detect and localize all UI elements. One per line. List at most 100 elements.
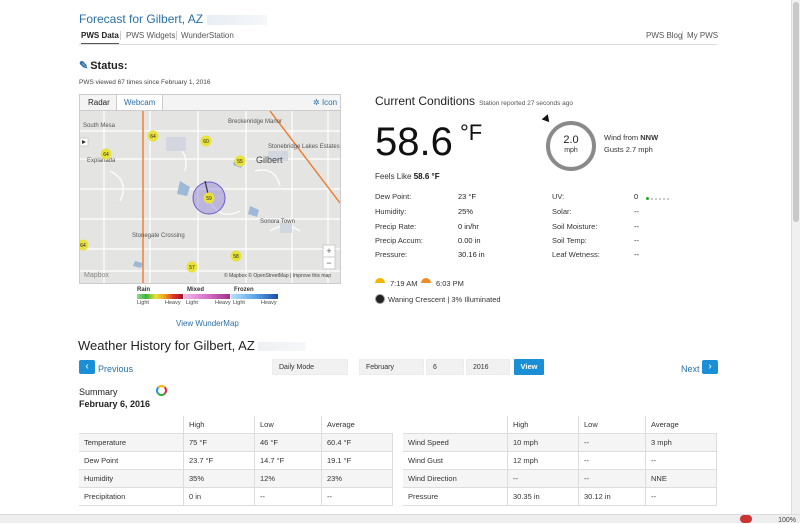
current-temperature: 58.6 bbox=[375, 120, 453, 164]
current-conditions-title: Current Conditions Station reported 27 se… bbox=[375, 94, 574, 108]
table-header-row: High Low Average bbox=[403, 416, 717, 434]
vertical-scrollbar[interactable] bbox=[791, 0, 800, 523]
station-marker: 58 bbox=[233, 254, 239, 260]
cell-average: 19.1 °F bbox=[321, 451, 393, 470]
chevron-left-icon: ‹ bbox=[85, 361, 89, 372]
column-header: High bbox=[507, 416, 579, 434]
row-label: Humidity bbox=[79, 469, 184, 488]
next-link[interactable]: Next bbox=[681, 364, 700, 374]
tab-my-pws[interactable]: My PWS bbox=[687, 31, 719, 40]
soil-temp-label: Soil Temp: bbox=[552, 236, 587, 245]
tab-divider bbox=[176, 31, 177, 40]
precip-legend: Rain Mixed Frozen Light Heavy Light Heav… bbox=[137, 287, 282, 317]
year-select[interactable]: 2016 bbox=[466, 359, 510, 375]
tab-pws-blog[interactable]: PWS Blog bbox=[646, 31, 683, 40]
wind-unit: mph bbox=[564, 147, 578, 154]
cell-high: 75 °F bbox=[183, 433, 255, 452]
dew-point-value: 23 °F bbox=[458, 192, 477, 201]
tab-wunderstation[interactable]: WunderStation bbox=[181, 31, 234, 40]
table-row: Dew Point 23.7 °F 14.7 °F 19.1 °F bbox=[79, 451, 393, 470]
gear-icon: ✲ bbox=[313, 98, 320, 107]
zoom-out-button: − bbox=[326, 258, 331, 268]
cell-average: 23% bbox=[321, 469, 393, 488]
leaf-wetness-value: -- bbox=[634, 250, 639, 259]
day-select[interactable]: 6 bbox=[426, 359, 464, 375]
tab-radar[interactable]: Radar bbox=[88, 98, 110, 107]
frozen-gradient bbox=[231, 294, 278, 299]
wind-from: Wind from NNW bbox=[604, 133, 659, 142]
row-label: Dew Point bbox=[79, 451, 184, 470]
tab-divider bbox=[120, 31, 121, 40]
tabs-divider bbox=[79, 44, 717, 45]
solar-label: Solar: bbox=[552, 207, 572, 216]
map-label: Stonebridge Lakes Estates bbox=[268, 144, 340, 150]
cell-high: 10 mph bbox=[507, 433, 579, 452]
blurred-location bbox=[257, 342, 306, 352]
map-label: Gilbert bbox=[256, 155, 283, 165]
tab-pws-data[interactable]: PWS Data bbox=[81, 31, 119, 45]
view-button[interactable]: View bbox=[514, 359, 544, 375]
tab-webcam[interactable]: Webcam bbox=[116, 95, 164, 110]
summary-ring-icon bbox=[156, 385, 167, 396]
cell-high: 0 in bbox=[183, 487, 255, 506]
zoom-in-button: + bbox=[326, 246, 331, 256]
dew-point-label: Dew Point: bbox=[375, 192, 412, 201]
view-wundermap-link[interactable]: View WunderMap bbox=[176, 319, 239, 328]
cell-low: -- bbox=[578, 469, 646, 488]
legend-rain: Rain bbox=[137, 287, 151, 293]
cell-average: NNE bbox=[645, 469, 717, 488]
month-select[interactable]: February bbox=[359, 359, 424, 375]
extension-badge-icon[interactable] bbox=[740, 515, 752, 523]
map-label: South Mesa bbox=[83, 123, 116, 129]
sunrise-time: 7:19 AM bbox=[390, 279, 418, 288]
row-label: Precipitation bbox=[79, 487, 184, 506]
station-marker: 59 bbox=[206, 196, 212, 202]
map-canvas[interactable]: South Mesa Gilbert Explanada Breckenridg… bbox=[80, 111, 340, 283]
cell-high: 30.35 in bbox=[507, 487, 579, 506]
table-row: Humidity 35% 12% 23% bbox=[79, 469, 393, 488]
column-header: Low bbox=[578, 416, 646, 434]
soil-temp-value: -- bbox=[634, 236, 639, 245]
zoom-level[interactable]: 100% bbox=[778, 517, 796, 524]
precip-accum-label: Precip Accum: bbox=[375, 236, 423, 245]
column-header: Low bbox=[254, 416, 322, 434]
pencil-icon[interactable]: ✎ bbox=[79, 60, 89, 72]
table-row: Temperature 75 °F 46 °F 60.4 °F bbox=[79, 433, 393, 452]
previous-link[interactable]: Previous bbox=[98, 364, 134, 374]
sunrise-icon bbox=[375, 278, 385, 283]
blurred-location bbox=[207, 14, 268, 25]
feels-like: Feels Like 58.6 °F bbox=[375, 172, 440, 181]
cell-average: 60.4 °F bbox=[321, 433, 393, 452]
row-label: Wind Gust bbox=[403, 451, 508, 470]
map-label: Explanada bbox=[87, 158, 116, 164]
previous-button[interactable]: ‹ bbox=[79, 360, 95, 374]
mode-select[interactable]: Daily Mode bbox=[272, 359, 348, 375]
cell-high: 35% bbox=[183, 469, 255, 488]
map-attribution: © Mapbox © OpenStreetMap | Improve this … bbox=[224, 272, 331, 279]
rain-gradient bbox=[137, 294, 183, 299]
cell-low: -- bbox=[578, 433, 646, 452]
soil-moisture-label: Soil Moisture: bbox=[552, 222, 598, 231]
row-label: Pressure bbox=[403, 487, 508, 506]
next-button[interactable]: › bbox=[702, 360, 718, 374]
tab-pws-widgets[interactable]: PWS Widgets bbox=[126, 31, 176, 40]
station-marker: 55 bbox=[237, 159, 243, 165]
summary-table-right: High Low Average Wind Speed 10 mph -- 3 … bbox=[403, 416, 717, 506]
legend-heavy: Heavy bbox=[165, 300, 181, 306]
chevron-right-icon: › bbox=[708, 361, 712, 372]
legend-mixed: Mixed bbox=[187, 287, 205, 293]
humidity-label: Humidity: bbox=[375, 207, 407, 216]
scrollbar-thumb[interactable] bbox=[793, 2, 799, 222]
table-row: Pressure 30.35 in 30.12 in -- bbox=[403, 487, 717, 506]
map-label: Mapbox bbox=[84, 272, 109, 279]
station-marker: 60 bbox=[203, 139, 209, 145]
cell-average: -- bbox=[645, 451, 717, 470]
moon-phase: Waning Crescent | 3% Illuminated bbox=[388, 295, 501, 304]
cell-high: 12 mph bbox=[507, 451, 579, 470]
tab-divider bbox=[682, 31, 683, 40]
row-label: Wind Direction bbox=[403, 469, 508, 488]
map-icon-toggle[interactable]: ✲ Icon bbox=[313, 98, 338, 107]
cell-average: -- bbox=[321, 487, 393, 506]
uv-value: 0 bbox=[634, 192, 639, 201]
